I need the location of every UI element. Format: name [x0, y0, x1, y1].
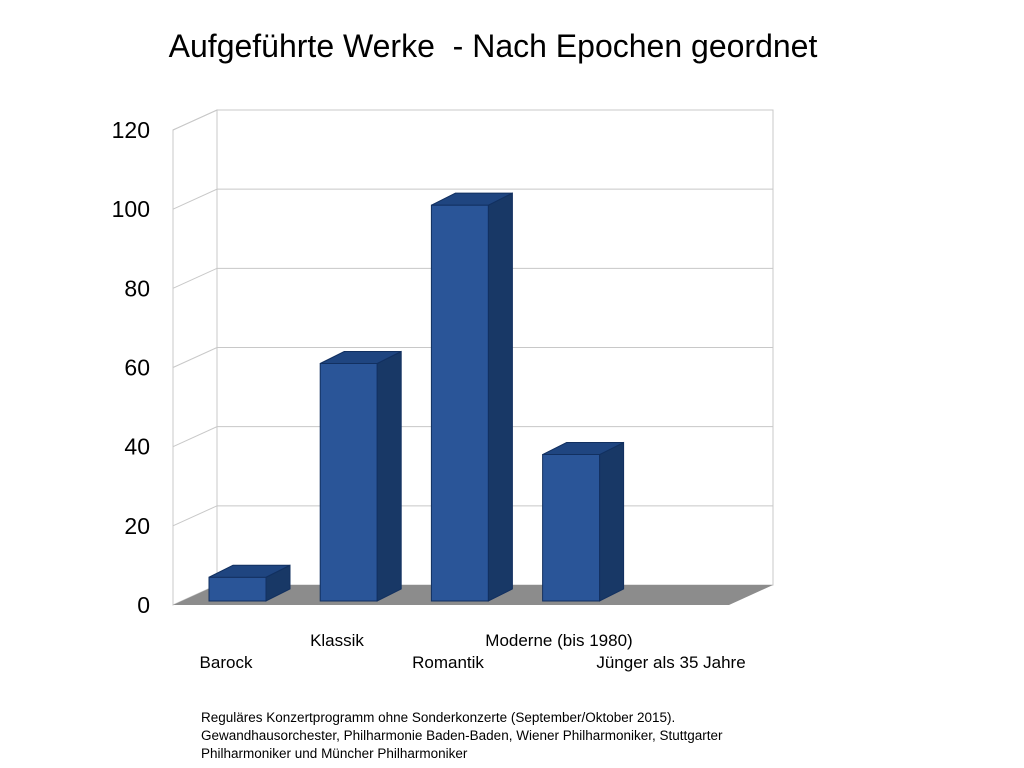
y-tick-label: 120 [112, 117, 150, 143]
bar [208, 564, 291, 602]
bar-front [430, 204, 489, 602]
chart-title: Aufgeführte Werke - Nach Epochen geordne… [168, 28, 818, 64]
bar-front [319, 363, 378, 602]
y-tick-label: 0 [137, 592, 150, 618]
gridline [172, 267, 773, 289]
bar-front [542, 454, 601, 602]
y-axis-ticks: 0 20 40 60 80 100 120 [112, 117, 150, 618]
bar [319, 350, 402, 602]
bar-front [208, 576, 267, 602]
bar-chart: 0 20 40 60 80 100 120 Barock Klassik RomantikMod… [112, 109, 774, 672]
bar-side [376, 350, 402, 602]
bar-side [599, 441, 625, 602]
bar-top [542, 442, 624, 456]
gridline [172, 109, 773, 131]
source-footnote: Reguläres Konzertprogramm ohne Sonderkon… [201, 710, 723, 761]
chart-bars [208, 192, 625, 602]
bar-top [319, 351, 402, 364]
y-tick-label: 20 [124, 513, 150, 539]
x-category-label: Romantik [412, 653, 484, 672]
y-tick-label: 80 [124, 275, 150, 301]
y-tick-label: 100 [112, 196, 150, 222]
bar [542, 441, 625, 602]
x-category-label: Klassik [310, 631, 364, 650]
bar-top [208, 564, 291, 578]
x-category-label: Moderne (bis 1980) [485, 631, 632, 650]
bar [430, 192, 513, 602]
gridline [172, 347, 773, 368]
x-category-label: Barock [200, 653, 253, 672]
bar-side [487, 192, 513, 602]
gridline [172, 426, 773, 448]
gridline [172, 188, 773, 210]
x-category-label: Jünger als 35 Jahre [596, 653, 745, 672]
y-tick-label: 40 [124, 434, 150, 460]
y-tick-label: 60 [124, 355, 150, 381]
bar-top [431, 192, 513, 206]
